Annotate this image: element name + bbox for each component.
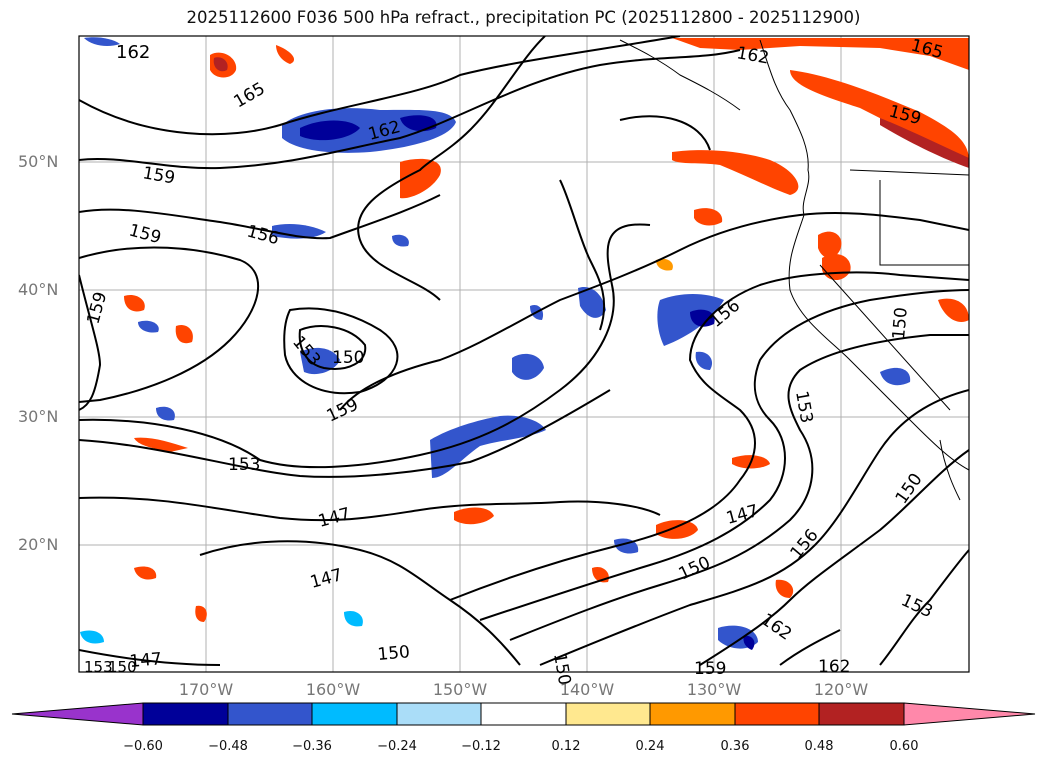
colorbar-tick-label: 0.12 xyxy=(551,739,581,754)
precip-positive-area xyxy=(134,566,157,580)
precip-shading xyxy=(80,37,969,650)
precip-positive-area xyxy=(656,258,673,271)
precip-positive-area xyxy=(938,298,969,322)
precip-positive-area xyxy=(672,38,969,70)
contour-label: 150 xyxy=(332,348,364,368)
lon-label: 130°W xyxy=(686,680,742,699)
precip-positive-area xyxy=(672,150,799,195)
precip-negative-area xyxy=(156,406,175,421)
coastlines xyxy=(619,39,969,501)
precip-negative-area xyxy=(430,415,546,478)
precip-negative-area xyxy=(138,320,159,333)
precip-positive-area xyxy=(454,507,494,525)
colorbar-bin xyxy=(227,702,313,726)
precip-negative-area xyxy=(344,610,363,627)
contour-label: 147 xyxy=(724,501,761,529)
precip-negative-area xyxy=(743,635,755,650)
colorbar-bin xyxy=(649,702,736,726)
lat-label: 50°N xyxy=(18,152,59,171)
contour-label: 159 xyxy=(324,395,362,427)
precip-positive-area xyxy=(818,231,842,259)
lon-label: 120°W xyxy=(813,680,869,699)
precip-negative-area xyxy=(300,120,360,141)
precip-positive-area xyxy=(213,57,228,72)
colorbar-tick-label: −0.60 xyxy=(123,739,163,754)
precip-positive-area xyxy=(880,118,969,168)
precip-positive-area xyxy=(175,324,193,344)
contour-label: 165 xyxy=(231,79,269,113)
precip-negative-area xyxy=(695,351,713,370)
colorbar-bin xyxy=(311,702,398,726)
lon-label: 170°W xyxy=(178,680,234,699)
precip-negative-area xyxy=(84,37,120,46)
colorbar-bin xyxy=(480,702,567,726)
precip-positive-area xyxy=(656,520,698,539)
contour-label: 153 xyxy=(228,455,260,475)
contour-label: 162 xyxy=(735,43,770,68)
lon-label: 160°W xyxy=(305,680,361,699)
contour-label: 150 xyxy=(889,306,912,340)
colorbar-extend-left xyxy=(11,702,144,726)
precip-negative-area xyxy=(300,347,340,375)
precip-positive-area xyxy=(400,158,441,199)
colorbar-bin xyxy=(565,702,651,726)
map-frame xyxy=(78,35,970,673)
precip-positive-area xyxy=(134,437,188,452)
contour-label: 162 xyxy=(818,657,850,677)
lon-label: 150°W xyxy=(432,680,488,699)
colorbar xyxy=(11,702,1036,726)
contour-label: 159 xyxy=(127,221,164,249)
precip-negative-area xyxy=(80,630,104,644)
contour-label: 147 xyxy=(316,504,353,532)
colorbar-tick-label: 0.48 xyxy=(804,739,834,754)
colorbar-tick-label: 0.60 xyxy=(889,739,919,754)
colorbar-tick-label: −0.48 xyxy=(208,739,248,754)
precip-negative-area xyxy=(392,234,409,247)
contour-label: 147 xyxy=(129,649,163,672)
precip-positive-area xyxy=(195,605,207,622)
precip-positive-area xyxy=(276,45,295,64)
colorbar-bin xyxy=(734,702,820,726)
colorbar-bin xyxy=(396,702,482,726)
precip-negative-area xyxy=(690,309,715,327)
precip-positive-area xyxy=(822,253,851,281)
contour-label: 159 xyxy=(694,659,726,679)
map-title: 2025112600 F036 500 hPa refract., precip… xyxy=(186,8,861,27)
lat-label: 30°N xyxy=(18,407,59,426)
contour-label: 162 xyxy=(757,610,795,645)
colorbar-extend-right xyxy=(903,702,1036,726)
contour-label: 150 xyxy=(676,553,714,585)
contour-label: 162 xyxy=(116,42,150,63)
lat-label: 40°N xyxy=(18,280,59,299)
colorbar-bin xyxy=(142,702,229,726)
contour-label: 156 xyxy=(787,525,823,563)
precip-negative-area xyxy=(512,353,544,380)
precip-negative-area xyxy=(657,294,724,346)
contour-label: 159 xyxy=(141,163,176,188)
colorbar-tick-label: −0.12 xyxy=(461,739,501,754)
height-contours xyxy=(79,36,969,666)
precip-positive-area xyxy=(124,294,145,312)
contour-label: 159 xyxy=(84,290,112,327)
lat-label: 20°N xyxy=(18,535,59,554)
colorbar-tick-label: 0.36 xyxy=(720,739,750,754)
contour-label: 150 xyxy=(892,470,927,508)
precip-negative-area xyxy=(578,286,606,318)
precip-positive-area xyxy=(694,208,723,226)
precip-positive-area xyxy=(775,579,794,598)
contour-label: 150 xyxy=(377,642,411,665)
precip-negative-area xyxy=(880,367,911,386)
colorbar-tick-label: −0.36 xyxy=(292,739,332,754)
colorbar-tick-label: −0.24 xyxy=(377,739,417,754)
lon-label: 140°W xyxy=(559,680,615,699)
contour-label: 153 xyxy=(898,590,936,622)
contour-label: 147 xyxy=(308,565,345,593)
colorbar-bin xyxy=(818,702,905,726)
colorbar-tick-label: 0.24 xyxy=(635,739,665,754)
